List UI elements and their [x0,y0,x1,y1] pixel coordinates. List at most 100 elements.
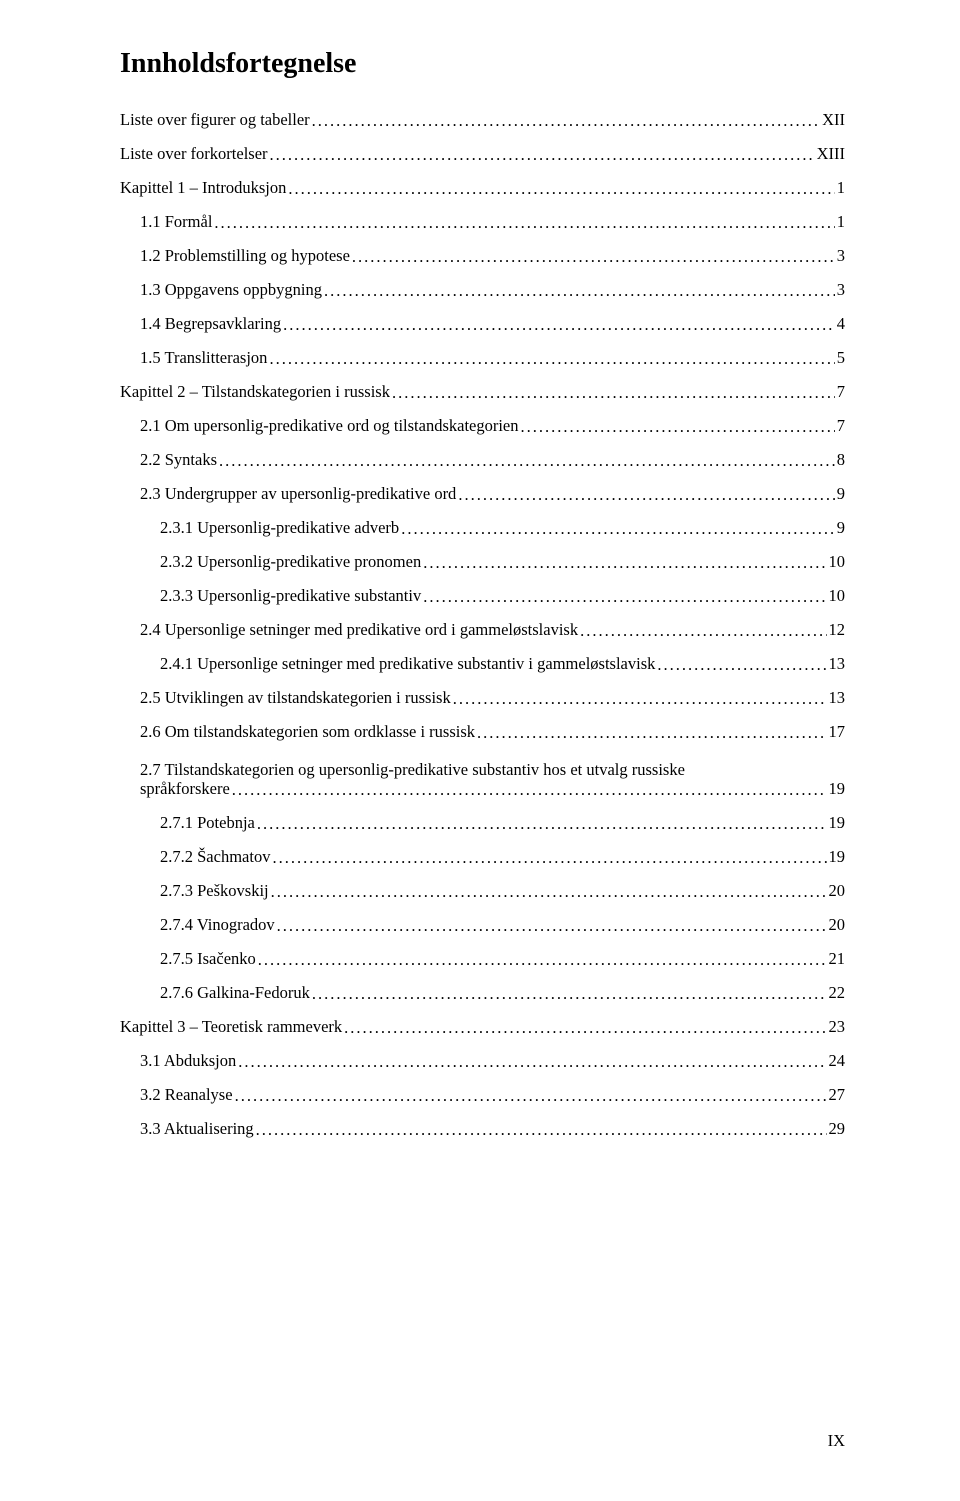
toc-entry-label: 2.3.2 Upersonlig-predikative pronomen [160,554,421,571]
toc-entry-page: 21 [829,951,846,968]
toc-entry: Liste over forkortelser XIII [120,146,845,163]
toc-leader-dots [269,351,834,368]
toc-entry-label: 1.1 Formål [140,214,212,231]
toc-leader-dots [324,283,835,300]
toc-entry-page: 17 [829,724,846,741]
toc-entry-page: 3 [837,248,845,265]
toc-entry-page: 23 [829,1019,846,1036]
toc-entry: 2.7.5 Isačenko 21 [120,951,845,968]
toc-entry-page: 13 [829,656,846,673]
toc-entry: 2.7.2 Šachmatov 19 [120,849,845,866]
toc-leader-dots [458,487,834,504]
toc-entry-label: 1.5 Translitterasjon [140,350,267,367]
toc-entry-page: 20 [829,917,846,934]
toc-entry-label: 2.4 Upersonlige setninger med predikativ… [140,622,578,639]
toc-entry-page: 24 [829,1053,846,1070]
toc-entry: 2.7.1 Potebnja 19 [120,815,845,832]
toc-entry: 2.4 Upersonlige setninger med predikativ… [120,622,845,639]
toc-entry: Kapittel 3 – Teoretisk rammeverk 23 [120,1019,845,1036]
toc-entry: Kapittel 1 – Introduksjon 1 [120,180,845,197]
toc-leader-dots [312,986,827,1003]
toc-entry-label: Liste over forkortelser [120,146,268,163]
toc-entry: 2.3.1 Upersonlig-predikative adverb 9 [120,520,845,537]
toc-leader-dots [453,691,827,708]
toc-entry: 3.2 Reanalyse27 [120,1087,845,1104]
toc-leader-dots [270,147,815,164]
toc-entry-page: 10 [829,554,846,571]
toc-leader-dots [477,725,826,742]
toc-entry-page: 7 [837,384,845,401]
toc-leader-dots [344,1020,826,1037]
toc-leader-dots [258,952,827,969]
toc-entry: 1.1 Formål 1 [120,214,845,231]
toc-entry-label: Kapittel 2 – Tilstandskategorien i russi… [120,384,390,401]
toc-entry: 2.7.4 Vinogradov20 [120,917,845,934]
toc-leader-dots [256,1122,827,1139]
toc-leader-dots [283,317,835,334]
toc-leader-dots [257,816,827,833]
toc-entry-page: 1 [837,214,845,231]
toc-entry: 3.3 Aktualisering 29 [120,1121,845,1138]
toc-entry-label: 2.1 Om upersonlig-predikative ord og til… [140,418,519,435]
toc-entry-label: 1.3 Oppgavens oppbygning [140,282,322,299]
toc-entry-page: 4 [837,316,845,333]
toc-leader-dots [288,181,834,198]
toc-entry: Kapittel 2 – Tilstandskategorien i russi… [120,384,845,401]
toc-entry-page: 7 [837,418,845,435]
toc-entry-page: 29 [829,1121,846,1138]
page-title: Innholdsfortegnelse [120,48,845,80]
toc-entry: 2.1 Om upersonlig-predikative ord og til… [120,418,845,435]
toc-entry-label: 2.7.3 Peškovskij [160,883,269,900]
toc-entry-label: Kapittel 3 – Teoretisk rammeverk [120,1019,342,1036]
toc-entry-page: 13 [829,690,846,707]
toc-entry-label: 3.1 Abduksjon [140,1053,236,1070]
toc-leader-dots [235,1088,827,1105]
toc-entry-label: 2.7.5 Isačenko [160,951,256,968]
toc-entry: 2.3.3 Upersonlig-predikative substantiv1… [120,588,845,605]
toc-entry-label: 1.4 Begrepsavklaring [140,316,281,333]
toc-entry-page: 12 [829,622,846,639]
toc-leader-dots [271,884,827,901]
toc-entry-label: Kapittel 1 – Introduksjon [120,180,286,197]
toc-entry-page: 1 [837,180,845,197]
toc-entry: Liste over figurer og tabellerXII [120,112,845,129]
toc-entry-label: 2.7.2 Šachmatov [160,849,270,866]
toc-entry-page: XIII [817,146,845,163]
toc-leader-dots [423,589,826,606]
toc-entry-page: 19 [829,849,846,866]
toc-entry: 1.5 Translitterasjon 5 [120,350,845,367]
toc-entry: 3.1 Abduksjon 24 [120,1053,845,1070]
toc-entry-label: 2.2 Syntaks [140,452,217,469]
toc-entry: 1.3 Oppgavens oppbygning 3 [120,282,845,299]
toc-entry-label: 2.3.3 Upersonlig-predikative substantiv [160,588,421,605]
toc-entry-page: 3 [837,282,845,299]
toc-leader-dots [580,623,826,640]
toc-entry-label: 2.3.1 Upersonlig-predikative adverb [160,520,399,537]
toc-entry-page: 20 [829,883,846,900]
toc-entry-label: 2.5 Utviklingen av tilstandskategorien i… [140,690,451,707]
toc-entry-page: 8 [837,452,845,469]
toc-leader-dots [232,782,827,799]
toc-entry-page: 22 [829,985,846,1002]
toc-leader-dots [352,249,835,266]
toc-entry: 1.4 Begrepsavklaring 4 [120,316,845,333]
toc-entry-label: 2.7.6 Galkina-Fedoruk [160,985,310,1002]
toc-entry: 2.7 Tilstandskategorien og upersonlig-pr… [120,758,845,798]
toc-entry-label: 1.2 Problemstilling og hypotese [140,248,350,265]
toc-leader-dots [277,918,827,935]
toc-entry: 2.7.3 Peškovskij 20 [120,883,845,900]
toc-entry-page: 27 [829,1087,846,1104]
toc-entry: 2.6 Om tilstandskategorien som ordklasse… [120,724,845,741]
toc-entry-label: 3.3 Aktualisering [140,1121,254,1138]
toc-entry: 1.2 Problemstilling og hypotese 3 [120,248,845,265]
toc-entry-page: 9 [837,520,845,537]
toc-entry: 2.3.2 Upersonlig-predikative pronomen 10 [120,554,845,571]
toc-entry-label: Liste over figurer og tabeller [120,112,310,129]
toc-entry-page: 19 [829,781,846,798]
toc-entry-label: 2.7.1 Potebnja [160,815,255,832]
toc-leader-dots [657,657,826,674]
toc-entry-page: 19 [829,815,846,832]
toc-entry-page: 5 [837,350,845,367]
toc-entry-label: 2.7 Tilstandskategorien og upersonlig-pr… [120,758,845,781]
toc-leader-dots [214,215,834,232]
